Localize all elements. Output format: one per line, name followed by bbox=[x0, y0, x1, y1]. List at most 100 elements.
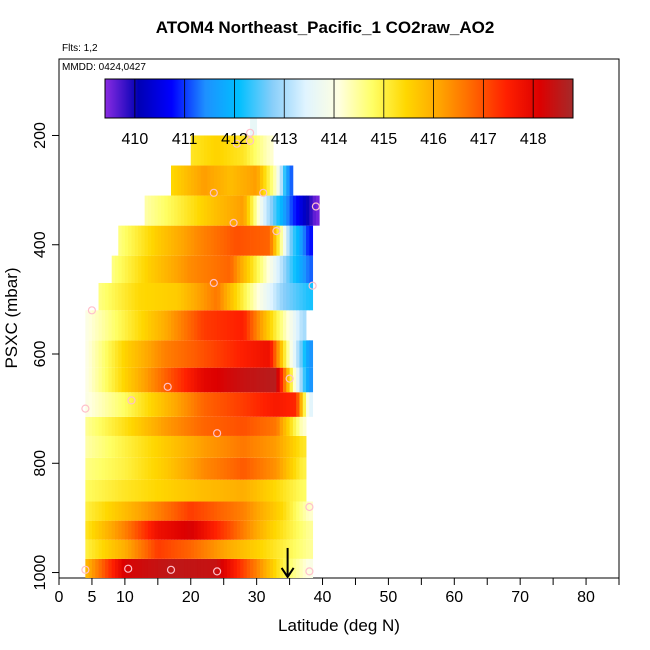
heatmap-cell bbox=[306, 392, 310, 417]
heatmap-cell bbox=[210, 539, 215, 559]
heatmap-cell bbox=[263, 135, 267, 166]
heatmap-cell bbox=[210, 135, 215, 166]
heatmap-cell bbox=[207, 457, 211, 480]
heatmap-cell bbox=[124, 392, 129, 417]
heatmap-cell bbox=[309, 392, 314, 417]
heatmap-cell bbox=[256, 392, 261, 417]
heatmap-cell bbox=[177, 479, 182, 502]
heatmap-cell bbox=[187, 340, 192, 368]
heatmap-cell bbox=[250, 195, 254, 226]
heatmap-cell bbox=[256, 282, 261, 311]
heatmap-cell bbox=[233, 255, 238, 283]
heatmap-cell bbox=[302, 392, 307, 417]
heatmap-cell bbox=[236, 539, 241, 559]
heatmap-cell bbox=[302, 225, 307, 256]
heatmap-cell bbox=[194, 225, 198, 256]
heatmap-cell bbox=[151, 416, 155, 436]
heatmap-cell bbox=[138, 282, 142, 311]
heatmap-cell bbox=[101, 520, 106, 540]
heatmap-cell bbox=[223, 165, 228, 196]
heatmap-cell bbox=[220, 282, 225, 311]
sample-marker bbox=[246, 128, 255, 137]
heatmap-cell bbox=[184, 501, 188, 521]
heatmap-cell bbox=[203, 195, 208, 226]
heatmap-cell bbox=[174, 392, 178, 417]
heatmap-cell bbox=[302, 282, 307, 311]
heatmap-cell bbox=[174, 165, 178, 196]
heatmap-cell bbox=[88, 392, 93, 417]
y-axis-title: PSXC (mbar) bbox=[2, 267, 21, 368]
arrow-layer bbox=[280, 547, 295, 579]
heatmap-cell bbox=[273, 558, 277, 578]
heatmap-cell bbox=[184, 457, 188, 480]
heatmap-cell bbox=[124, 520, 129, 540]
heatmap-cell bbox=[88, 367, 93, 393]
heatmap-cell bbox=[131, 392, 136, 417]
heatmap-cell bbox=[309, 520, 314, 540]
heatmap-cell bbox=[299, 539, 304, 559]
heatmap-cell bbox=[299, 457, 304, 480]
heatmap-cell bbox=[279, 501, 284, 521]
heatmap-cell bbox=[167, 225, 172, 256]
heatmap-cell bbox=[105, 501, 109, 521]
heatmap-cell bbox=[299, 435, 304, 458]
heatmap-cell bbox=[236, 135, 241, 166]
heatmap-cell bbox=[259, 340, 264, 368]
heatmap-cell bbox=[253, 165, 258, 196]
heatmap-cell bbox=[233, 558, 238, 578]
heatmap-cell bbox=[273, 501, 277, 521]
heatmap-cell bbox=[217, 539, 221, 559]
heatmap-cell bbox=[233, 282, 238, 311]
heatmap-cell bbox=[197, 340, 202, 368]
heatmap-cell bbox=[111, 392, 116, 417]
heatmap-cell bbox=[266, 479, 271, 502]
colorbar-tick-label: 412 bbox=[221, 131, 248, 148]
heatmap-cell bbox=[118, 479, 122, 502]
heatmap-cell bbox=[263, 501, 267, 521]
heatmap-cell bbox=[88, 435, 93, 458]
heatmap-cell bbox=[151, 367, 155, 393]
heatmap-cell bbox=[273, 225, 277, 256]
heatmap-cell bbox=[213, 539, 218, 559]
y-axis: 200 400 600 800 1000 bbox=[32, 122, 59, 590]
heatmap-cell bbox=[273, 457, 277, 480]
heatmap-cell bbox=[121, 367, 126, 393]
heatmap-cell bbox=[134, 416, 139, 436]
heatmap-cell bbox=[269, 392, 274, 417]
heatmap-cell bbox=[134, 479, 139, 502]
heatmap-cell bbox=[85, 392, 90, 417]
heatmap-cell bbox=[210, 392, 215, 417]
heatmap-cell bbox=[147, 457, 152, 480]
heatmap-cell bbox=[157, 501, 162, 521]
heatmap-cell bbox=[273, 416, 277, 436]
heatmap-cell bbox=[233, 340, 238, 368]
heatmap-cell bbox=[289, 416, 294, 436]
heatmap-cell bbox=[213, 435, 218, 458]
sample-marker bbox=[127, 396, 136, 405]
heatmap-cell bbox=[200, 558, 205, 578]
heatmap-cell bbox=[246, 435, 251, 458]
heatmap-cell bbox=[85, 479, 90, 502]
colorbar-tick-label: 414 bbox=[321, 131, 348, 148]
heatmap-cell bbox=[276, 165, 281, 196]
heatmap-cell bbox=[151, 195, 155, 226]
heatmap-cell bbox=[230, 539, 234, 559]
heatmap-cell bbox=[223, 135, 228, 166]
heatmap-cell bbox=[246, 416, 251, 436]
heatmap-cell bbox=[246, 225, 251, 256]
heatmap-band bbox=[85, 558, 314, 578]
heatmap-cell bbox=[230, 457, 234, 480]
heatmap-cell bbox=[144, 195, 149, 226]
heatmap-cell bbox=[283, 367, 287, 393]
heatmap-cell bbox=[269, 520, 274, 540]
heatmap-cell bbox=[115, 416, 119, 436]
heatmap-cell bbox=[88, 310, 93, 341]
heatmap-cell bbox=[292, 340, 297, 368]
heatmap-cell bbox=[279, 340, 284, 368]
heatmap-cell bbox=[296, 225, 300, 256]
heatmap-cell bbox=[180, 501, 185, 521]
heatmap-cell bbox=[203, 255, 208, 283]
heatmap-cell bbox=[227, 416, 231, 436]
heatmap-cell bbox=[250, 310, 254, 341]
heatmap-cell bbox=[171, 255, 175, 283]
